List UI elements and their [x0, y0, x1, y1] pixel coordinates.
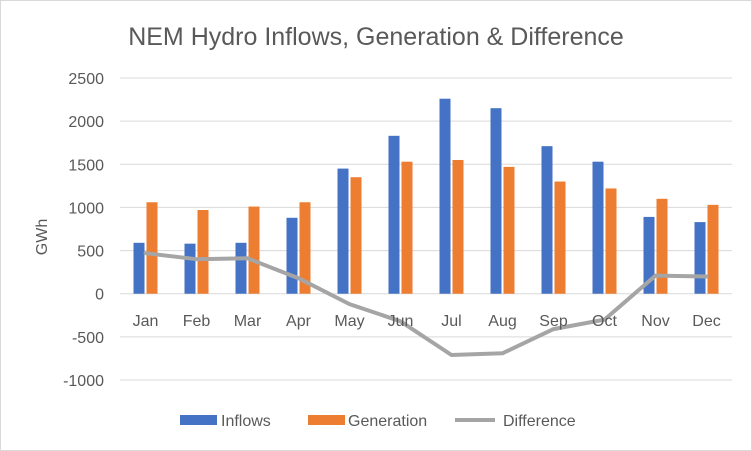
- bar-inflows-aug: [490, 108, 502, 294]
- bar-generation-jul: [452, 159, 464, 294]
- y-tick-label: 2500: [68, 71, 104, 88]
- bar-inflows-may: [337, 168, 349, 294]
- bar-inflows-jul: [439, 98, 451, 294]
- category-label-feb: Feb: [183, 313, 211, 330]
- category-label-jan: Jan: [133, 313, 159, 330]
- y-tick-label: -1000: [63, 373, 104, 390]
- y-tick-labels: 2500 2000 1500 1000 500 0 -500 -1000: [63, 71, 104, 390]
- bar-generation-nov: [656, 198, 668, 294]
- bar-generation-sep: [554, 181, 566, 294]
- bar-generation-jun: [401, 161, 413, 294]
- legend-swatch-inflows: [180, 415, 217, 425]
- category-label-jun: Jun: [388, 313, 414, 330]
- bar-generation-jan: [146, 202, 158, 294]
- bar-inflows-dec: [694, 222, 706, 294]
- legend-swatch-generation: [308, 415, 345, 425]
- bar-generation-mar: [248, 206, 260, 294]
- y-tick-label: 1000: [68, 200, 104, 217]
- category-label-apr: Apr: [286, 313, 312, 330]
- legend-label-inflows: Inflows: [221, 413, 271, 430]
- bar-inflows-jun: [388, 135, 400, 294]
- bar-inflows-jan: [133, 242, 145, 294]
- y-tick-label: 0: [95, 287, 104, 304]
- category-label-sep: Sep: [539, 313, 568, 330]
- y-axis-title: GWh: [34, 219, 51, 255]
- category-labels: Jan Feb Mar Apr May Jun Jul Aug Sep Oct Nov Dec: [133, 313, 721, 330]
- bar-generation-oct: [605, 188, 617, 294]
- difference-line-group: [143, 251, 709, 357]
- bar-inflows-feb: [184, 243, 196, 294]
- chart-title: NEM Hydro Inflows, Generation & Differen…: [128, 23, 624, 51]
- y-tick-label: 2000: [68, 114, 104, 131]
- bar-inflows-apr: [286, 217, 298, 294]
- category-label-nov: Nov: [641, 313, 669, 330]
- category-label-may: May: [334, 313, 364, 330]
- legend: Inflows Generation Difference: [180, 413, 576, 430]
- y-tick-label: 500: [77, 244, 104, 261]
- difference-line: [143, 251, 709, 357]
- legend-label-generation: Generation: [348, 413, 427, 430]
- bar-generation-dec: [707, 204, 719, 294]
- category-label-dec: Dec: [692, 313, 720, 330]
- category-label-jul: Jul: [441, 313, 461, 330]
- bar-generation-apr: [299, 202, 311, 294]
- bar-generation-may: [350, 177, 362, 294]
- category-label-aug: Aug: [488, 313, 516, 330]
- bar-generation-aug: [503, 166, 515, 294]
- bar-inflows-oct: [592, 161, 604, 294]
- legend-label-difference: Difference: [503, 413, 576, 430]
- bar-inflows-mar: [235, 242, 247, 294]
- bar-inflows-sep: [541, 146, 553, 294]
- bar-generation-feb: [197, 210, 209, 294]
- bar-inflows-nov: [643, 216, 655, 294]
- category-label-oct: Oct: [592, 313, 617, 330]
- category-label-mar: Mar: [234, 313, 262, 330]
- y-tick-label: -500: [72, 330, 104, 347]
- gridlines: [120, 77, 732, 381]
- y-tick-label: 1500: [68, 157, 104, 174]
- bars: [133, 98, 719, 294]
